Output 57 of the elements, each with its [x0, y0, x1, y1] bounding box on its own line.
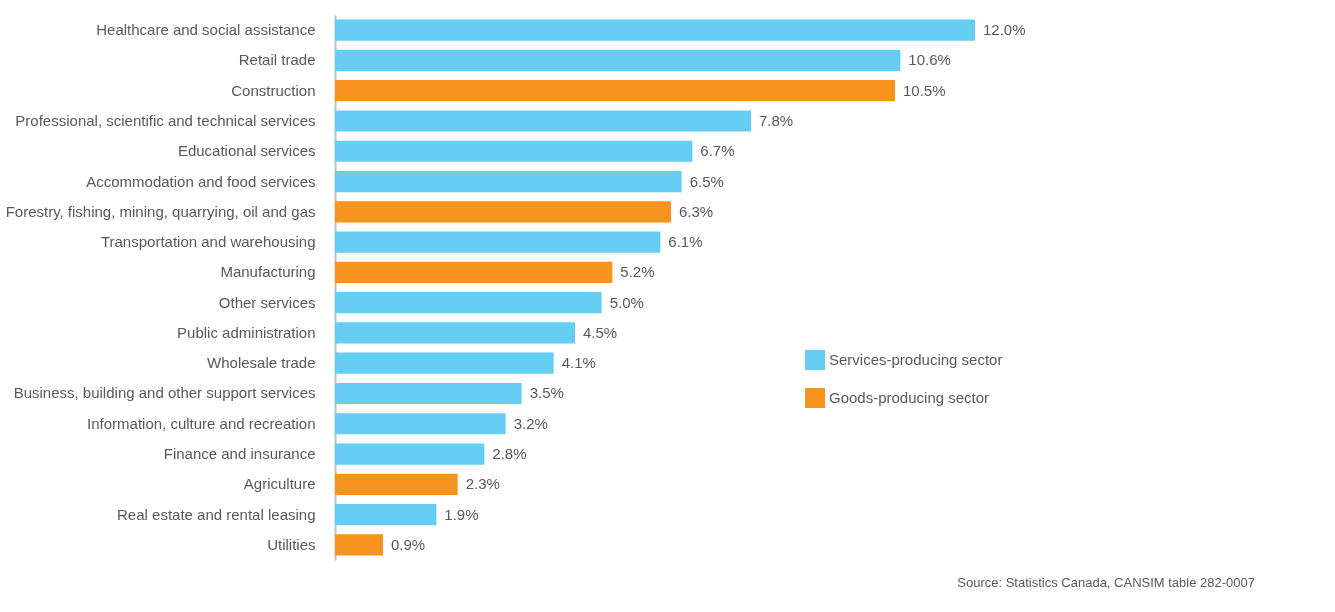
data-label: 0.9%: [391, 535, 426, 553]
bar: [335, 49, 901, 72]
data-label: 5.2%: [620, 263, 655, 281]
bar: [335, 231, 661, 253]
y-tick-label: Transportation and warehousing: [100, 233, 316, 251]
data-label: 10.6%: [908, 51, 951, 69]
bar: [335, 292, 602, 314]
data-label: 2.8%: [492, 445, 527, 463]
bar: [335, 382, 522, 405]
y-tick-label: Professional, scientific and technical services: [15, 111, 316, 129]
data-label: 4.5%: [583, 323, 618, 341]
y-tick-label: Public administration: [177, 323, 316, 341]
bar: [335, 110, 751, 132]
y-tick-label: Wholesale trade: [207, 354, 316, 372]
y-tick-label: Manufacturing: [220, 263, 316, 281]
data-label: 6.3%: [679, 202, 714, 220]
bar: [335, 261, 613, 283]
data-label: 5.0%: [609, 293, 644, 311]
legend-label: Goods-producing sector: [829, 389, 990, 406]
y-tick-label: Information, culture and recreation: [87, 414, 316, 432]
legend-label: Services-producing sector: [829, 351, 1003, 368]
data-label: 6.7%: [700, 142, 735, 160]
data-label: 1.9%: [444, 505, 479, 523]
bar: [335, 443, 485, 465]
data-label: 3.2%: [513, 414, 548, 432]
y-tick-label: Finance and insurance: [163, 445, 316, 463]
y-tick-label: Utilities: [267, 535, 316, 553]
bar: [335, 503, 437, 526]
bar: [335, 19, 975, 41]
y-tick-label: Other services: [218, 293, 316, 311]
source-note: Source: Statistics Canada, CANSIM table 282-0007: [957, 575, 1255, 590]
y-tick-label: Real estate and rental leasing: [117, 505, 316, 523]
bar: [335, 322, 575, 344]
y-tick-label: Educational services: [177, 142, 316, 160]
data-label: 7.8%: [759, 111, 794, 129]
data-label: 10.5%: [903, 81, 946, 99]
bar: [335, 534, 383, 556]
y-tick-label: Agriculture: [243, 475, 316, 493]
y-tick-label: Healthcare and social assistance: [96, 21, 316, 39]
data-label: 2.3%: [465, 475, 500, 493]
y-tick-label: Retail trade: [238, 51, 316, 69]
bar: [335, 473, 458, 495]
data-label: 6.5%: [689, 172, 724, 190]
data-label: 6.1%: [668, 233, 703, 251]
data-label: 12.0%: [983, 21, 1026, 39]
y-tick-label: Business, building and other support services: [13, 384, 316, 402]
y-tick-label: Construction: [231, 81, 316, 99]
bar: [335, 352, 554, 374]
bar: [335, 201, 671, 223]
data-label: 3.5%: [529, 384, 564, 402]
bar: [335, 80, 895, 102]
y-tick-label: Forestry, fishing, mining, quarrying, oil and gas: [5, 202, 316, 220]
bar: [335, 170, 682, 193]
y-tick-label: Accommodation and food services: [86, 172, 316, 190]
data-label: 4.1%: [561, 354, 596, 372]
bar: [335, 413, 506, 435]
bar: [335, 140, 693, 162]
